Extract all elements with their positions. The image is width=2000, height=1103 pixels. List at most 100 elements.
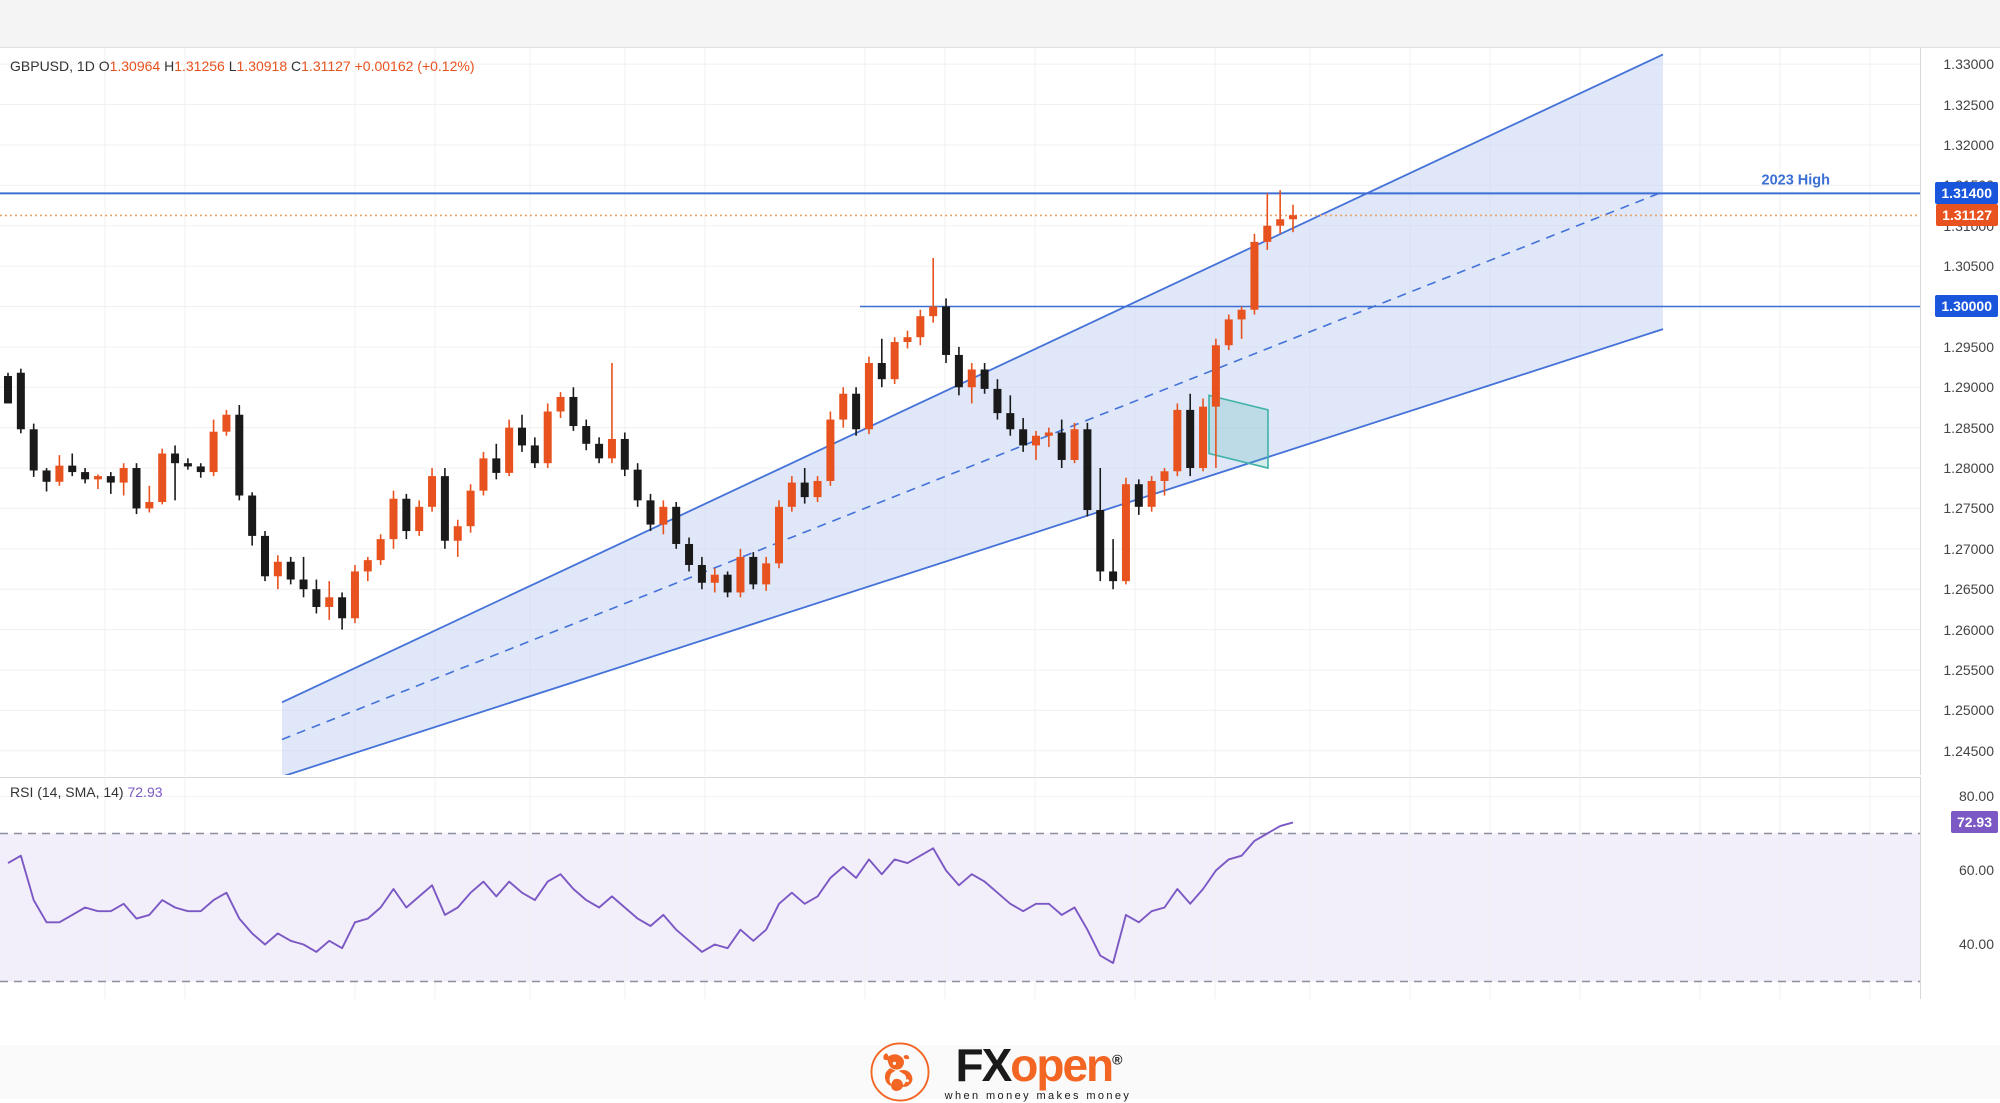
candle-body — [158, 453, 167, 502]
candle-body — [42, 470, 51, 482]
candle-body — [543, 411, 552, 464]
candle-body — [864, 363, 873, 430]
candle-body — [1083, 429, 1092, 511]
candle-body — [813, 480, 822, 498]
candle-body — [222, 414, 231, 432]
candle-body — [787, 482, 796, 507]
candle-body — [1109, 571, 1118, 582]
candle-body — [350, 571, 359, 619]
price-axis-tick: 1.26000 — [1943, 621, 1994, 638]
flag-pattern-shape — [1208, 394, 1269, 470]
price-axis-tick: 1.26500 — [1943, 581, 1994, 598]
candle-body — [607, 438, 616, 459]
candle-body — [1199, 406, 1208, 469]
candle-body — [1224, 319, 1233, 346]
candle-body — [1121, 484, 1130, 582]
price-axis-tick: 1.28500 — [1943, 419, 1994, 436]
candle-body — [505, 427, 514, 473]
candle-body — [299, 579, 308, 590]
toolbar-strip — [0, 0, 2000, 48]
legend-change: +0.00162 (+0.12%) — [354, 58, 475, 74]
candle-body — [659, 506, 668, 525]
price-axis-badge-blue[interactable]: 1.30000 — [1935, 295, 1998, 318]
candle-body — [55, 465, 64, 482]
price-axis-badge-blue[interactable]: 1.31400 — [1935, 182, 1998, 205]
candle-body — [1134, 484, 1143, 507]
price-axis-tick: 1.32500 — [1943, 96, 1994, 113]
candle-body — [440, 476, 449, 541]
candle-body — [620, 438, 629, 470]
candle-body — [929, 306, 938, 317]
candle-body — [1160, 471, 1169, 481]
price-axis-tick: 1.30500 — [1943, 258, 1994, 275]
candle-body — [839, 393, 848, 420]
candlestick-series — [4, 190, 1297, 630]
rsi-title: RSI (14, SMA, 14) — [10, 784, 124, 800]
candle-body — [762, 563, 771, 585]
candle-body — [1044, 432, 1053, 436]
candle-body — [710, 574, 719, 583]
rsi-axis-badge[interactable]: 72.93 — [1950, 810, 1998, 833]
candle-body — [916, 316, 925, 338]
rsi-band-fill — [0, 833, 1920, 982]
rsi-chart-svg — [0, 778, 1920, 999]
candle-body — [466, 490, 475, 527]
candle-body — [145, 501, 154, 509]
price-axis-tick: 1.25000 — [1943, 702, 1994, 719]
candle-body — [119, 468, 128, 483]
candle-body — [235, 414, 244, 496]
candle-body — [723, 574, 732, 593]
candle-body — [980, 369, 989, 389]
candle-body — [1147, 480, 1156, 507]
rsi-legend: RSI (14, SMA, 14) 72.93 — [10, 784, 163, 800]
price-axis-tick: 1.32000 — [1943, 136, 1994, 153]
candle-body — [132, 468, 141, 509]
footer-branding: FXopen® when money makes money — [0, 1042, 2000, 1102]
candle-body — [518, 427, 526, 446]
candle-body — [81, 472, 90, 480]
legend-low-label: L — [228, 58, 237, 74]
candle-body — [1211, 345, 1220, 407]
candle-body — [415, 506, 424, 532]
candle-body — [800, 482, 809, 498]
rsi-indicator-pane[interactable]: RSI (14, SMA, 14) 72.93 — [0, 777, 1920, 999]
candle-body — [93, 476, 102, 480]
legend-open-value: 1.30964 — [109, 58, 161, 74]
price-axis-badge-orange[interactable]: 1.31127 — [1936, 204, 1998, 227]
candle-body — [4, 375, 12, 404]
candle-body — [325, 597, 334, 607]
legend-high-label: H — [164, 58, 175, 74]
candle-body — [1019, 429, 1028, 446]
price-axis[interactable]: 1.330001.325001.320001.315001.310001.305… — [1920, 48, 2000, 775]
rsi-line-series — [7, 821, 1294, 964]
candle-body — [685, 543, 694, 565]
candle-body — [389, 498, 398, 540]
candle-body — [749, 556, 758, 585]
price-axis-tick: 1.24500 — [1943, 742, 1994, 759]
legend-open-label: O — [98, 58, 110, 74]
legend-close-label: C — [291, 58, 302, 74]
fxopen-bull-logo-icon — [870, 1042, 930, 1102]
legend-low-value: 1.30918 — [236, 58, 288, 74]
annotation-2023-high-label: 2023 High — [1762, 172, 1831, 188]
candle-body — [286, 561, 295, 580]
candle-body — [338, 597, 347, 619]
price-chart-pane[interactable]: 2023 High GBPUSD, 1D O1.30964 H1.31256 L… — [0, 48, 1920, 775]
candle-body — [1237, 309, 1246, 320]
price-axis-tick: 1.33000 — [1943, 56, 1994, 73]
candle-body — [826, 419, 835, 481]
candle-body — [993, 388, 1002, 414]
candle-body — [1263, 225, 1272, 242]
candle-body — [646, 500, 655, 525]
candle-body — [273, 561, 282, 577]
candle-body — [595, 443, 604, 459]
candle-body — [556, 396, 565, 412]
candle-body — [492, 458, 501, 473]
candle-body — [312, 589, 321, 607]
candle-body — [736, 556, 745, 593]
candle-body — [1276, 219, 1285, 226]
logo-fx-text: FX — [955, 1039, 1012, 1091]
price-axis-tick: 1.27500 — [1943, 500, 1994, 517]
candle-body — [479, 458, 488, 491]
rsi-axis[interactable]: 80.00 60.00 40.00 72.93 — [1920, 777, 2000, 999]
